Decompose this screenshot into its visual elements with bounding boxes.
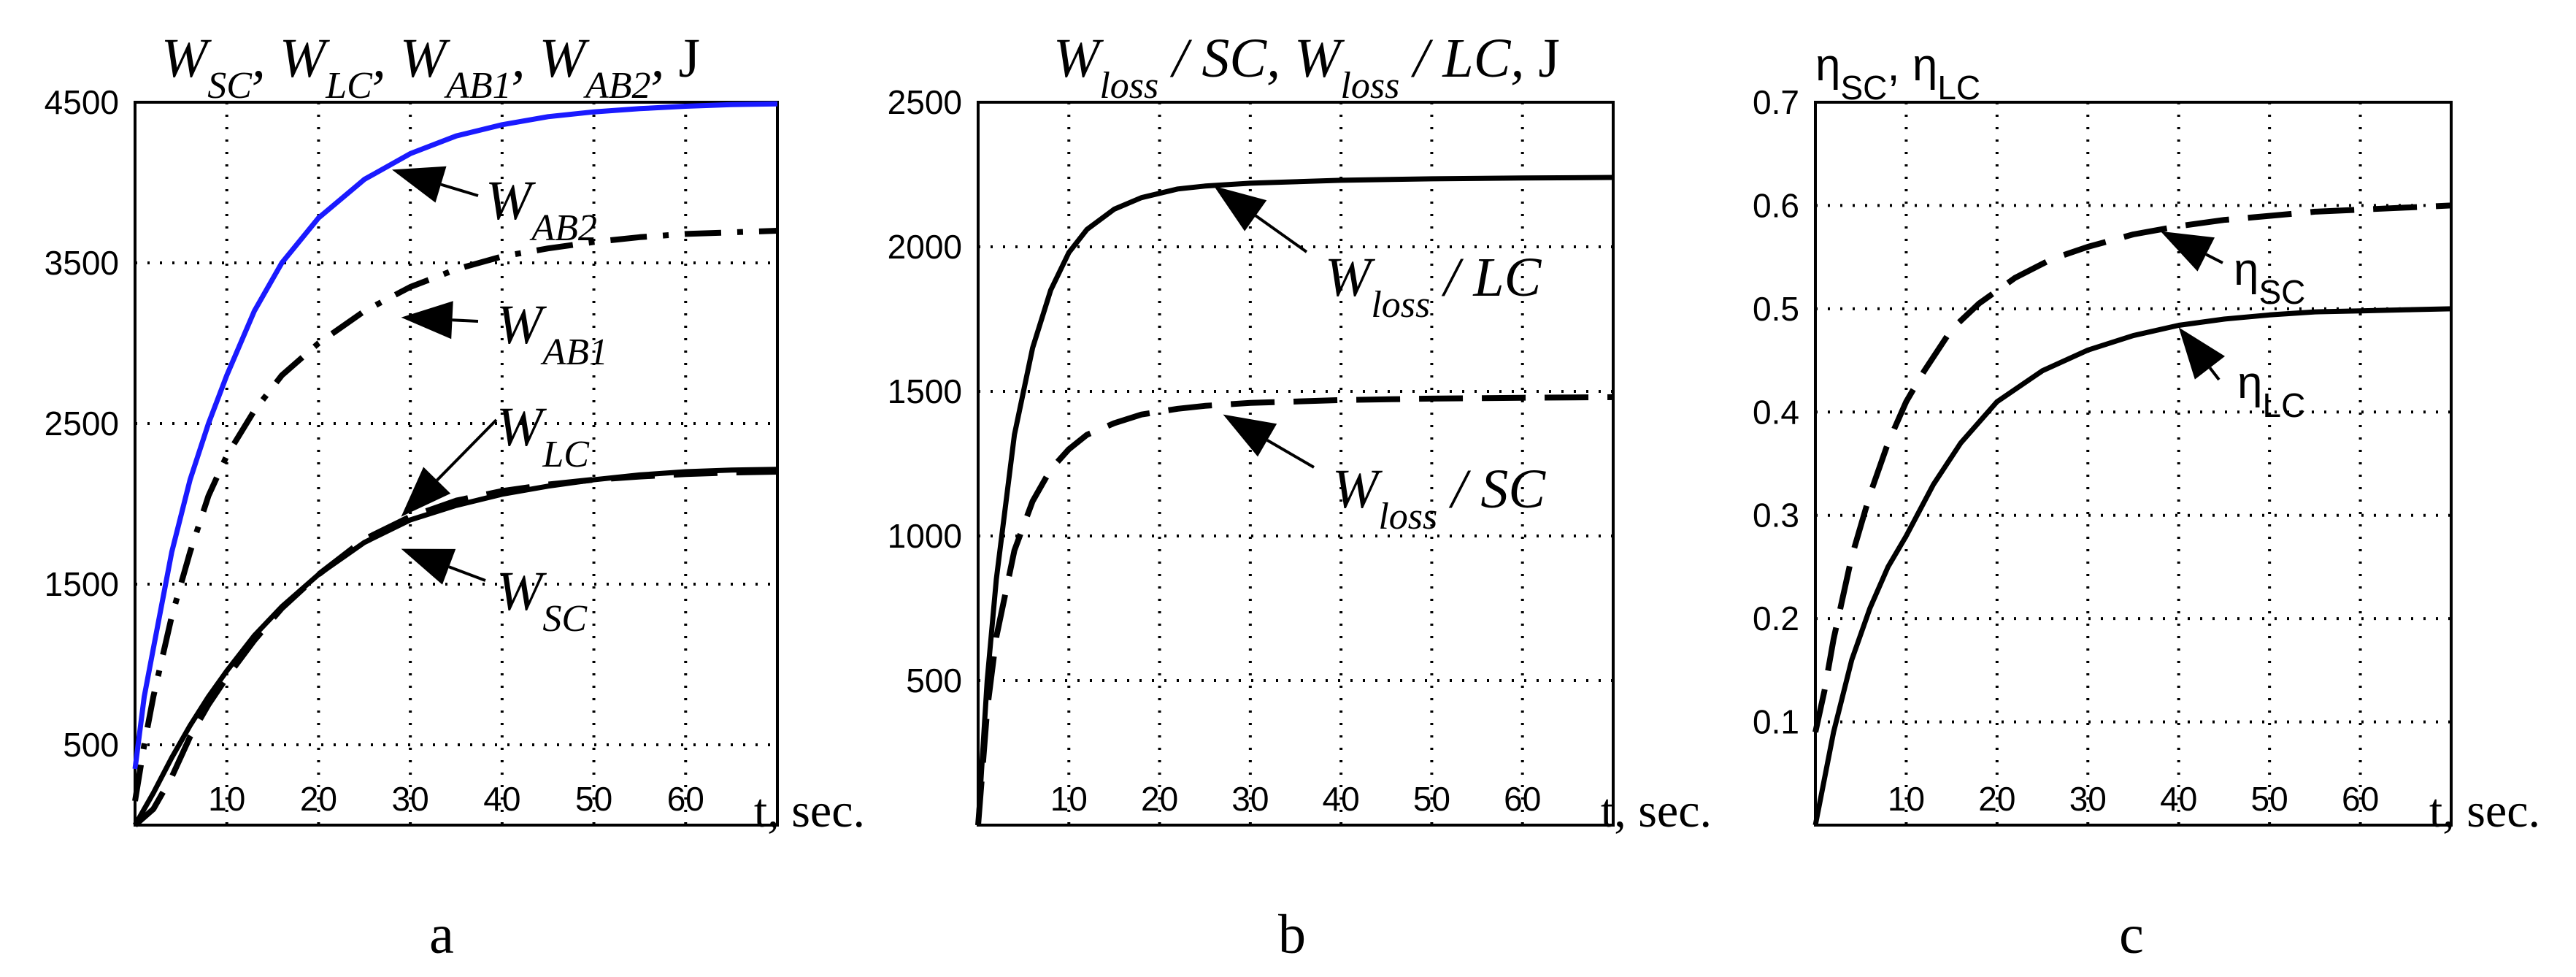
- annotation-arrow-head: [401, 467, 451, 517]
- x-tick-label: 40: [2160, 780, 2197, 818]
- plot-frame: [1814, 101, 2453, 827]
- annotation-arrow-head: [2178, 327, 2226, 380]
- y-tick-label: 0.5: [1753, 290, 1799, 328]
- annotation-arrow-line: [448, 565, 486, 582]
- y-tick-label: 3500: [45, 244, 119, 282]
- chart-title: ηSC, ηLC: [1815, 40, 1980, 107]
- y-tick-label: 0.1: [1753, 703, 1799, 741]
- x-tick-label: 50: [575, 780, 612, 818]
- y-tick-label: 0.4: [1753, 393, 1799, 431]
- annotation-label: WAB2: [485, 170, 597, 249]
- annotation-label: WLC: [496, 396, 590, 475]
- plot-frame: [977, 101, 1615, 827]
- series-line-w-ab1: [132, 228, 778, 802]
- chart-panel-b: 500 1000 1500 2000 2500 10 20 30 40 50 60 t, sec. Wl…: [888, 28, 1712, 965]
- series-line-w-loss-lc: [975, 175, 1614, 826]
- x-tick-label: 10: [1888, 780, 1925, 818]
- x-tick-label: 30: [1231, 780, 1269, 818]
- panel-label: b: [1278, 904, 1306, 965]
- annotation-arrow-line: [1255, 214, 1308, 253]
- x-tick-label: 20: [1141, 780, 1178, 818]
- annotation-arrow-head: [401, 548, 456, 585]
- panel-label: c: [2119, 904, 2144, 965]
- annotation-label: WAB1: [496, 294, 608, 373]
- y-tick-label: 2500: [888, 83, 962, 121]
- annotation-arrow-head: [401, 301, 453, 340]
- x-tick-label: 60: [2342, 780, 2379, 818]
- x-axis-label: t, sec.: [754, 784, 865, 838]
- y-tick-label: 2000: [888, 228, 962, 266]
- chart-title: Wloss / SC, Wloss / LC, J: [1053, 28, 1560, 107]
- y-tick-label: 0.3: [1753, 497, 1799, 535]
- y-tick-label: 1500: [888, 372, 962, 410]
- x-tick-label: 40: [1323, 780, 1360, 818]
- x-tick-label: 30: [2069, 780, 2107, 818]
- annotation-arrow-line: [452, 318, 479, 323]
- y-tick-label: 4500: [45, 83, 119, 121]
- x-tick-label: 60: [1504, 780, 1541, 818]
- series-line-w-lc: [133, 469, 778, 828]
- annotation-arrow-line: [1266, 439, 1315, 469]
- series-line--sc: [1812, 202, 2452, 733]
- panel-label: a: [429, 904, 454, 965]
- y-tick-label: 0.7: [1753, 83, 1799, 121]
- annotation-label: WSC: [496, 561, 588, 640]
- plot-frame: [134, 101, 779, 827]
- y-tick-label: 2500: [45, 405, 119, 442]
- y-tick-label: 0.2: [1753, 599, 1799, 637]
- chart-panel-c: 0.1 0.2 0.3 0.4 0.5 0.6 0.7 10 20 30 40 50 60 t, sec.…: [1753, 40, 2540, 965]
- x-tick-label: 20: [300, 780, 337, 818]
- chart-title: WSC, WLC, WAB1, WAB2, J: [161, 28, 700, 107]
- series-line--lc: [1812, 306, 2452, 826]
- annotation-label: ηSC: [2234, 245, 2305, 311]
- x-tick-label: 10: [208, 780, 245, 818]
- annotation-arrow-head: [1214, 185, 1267, 231]
- x-tick-label: 50: [2251, 780, 2288, 818]
- y-tick-label: 1000: [888, 517, 962, 555]
- annotation-label: ηLC: [2237, 358, 2305, 424]
- x-tick-label: 40: [483, 780, 520, 818]
- series-line-w-sc: [132, 467, 778, 827]
- x-tick-label: 30: [392, 780, 429, 818]
- x-tick-label: 10: [1050, 780, 1088, 818]
- x-axis-label: t, sec.: [2429, 784, 2540, 838]
- series-line-w-loss-sc: [975, 394, 1614, 826]
- annotation-arrow-line: [2208, 367, 2221, 381]
- y-tick-label: 500: [63, 726, 119, 764]
- annotation-arrow-line: [436, 418, 498, 482]
- annotation-arrow-head: [1223, 414, 1277, 457]
- series-line-w-ab2: [132, 101, 778, 770]
- x-tick-label: 60: [667, 780, 704, 818]
- x-axis-label: t, sec.: [1601, 784, 1712, 838]
- annotation-arrow-line: [2205, 253, 2223, 264]
- annotation-label: Wloss / LC: [1325, 247, 1542, 326]
- y-tick-label: 0.6: [1753, 186, 1799, 224]
- annotation-arrow-head: [392, 166, 447, 203]
- chart-panel-a: 500 1500 2500 3500 4500 10 20 30 40 50 60 t, sec. WS…: [45, 28, 865, 965]
- x-tick-label: 50: [1413, 780, 1450, 818]
- y-tick-label: 1500: [45, 565, 119, 603]
- annotation-arrow-head: [2160, 231, 2215, 272]
- y-tick-label: 500: [906, 662, 962, 700]
- x-tick-label: 20: [1978, 780, 2015, 818]
- annotation-arrow-line: [440, 183, 479, 197]
- annotation-label: Wloss / SC: [1332, 459, 1546, 537]
